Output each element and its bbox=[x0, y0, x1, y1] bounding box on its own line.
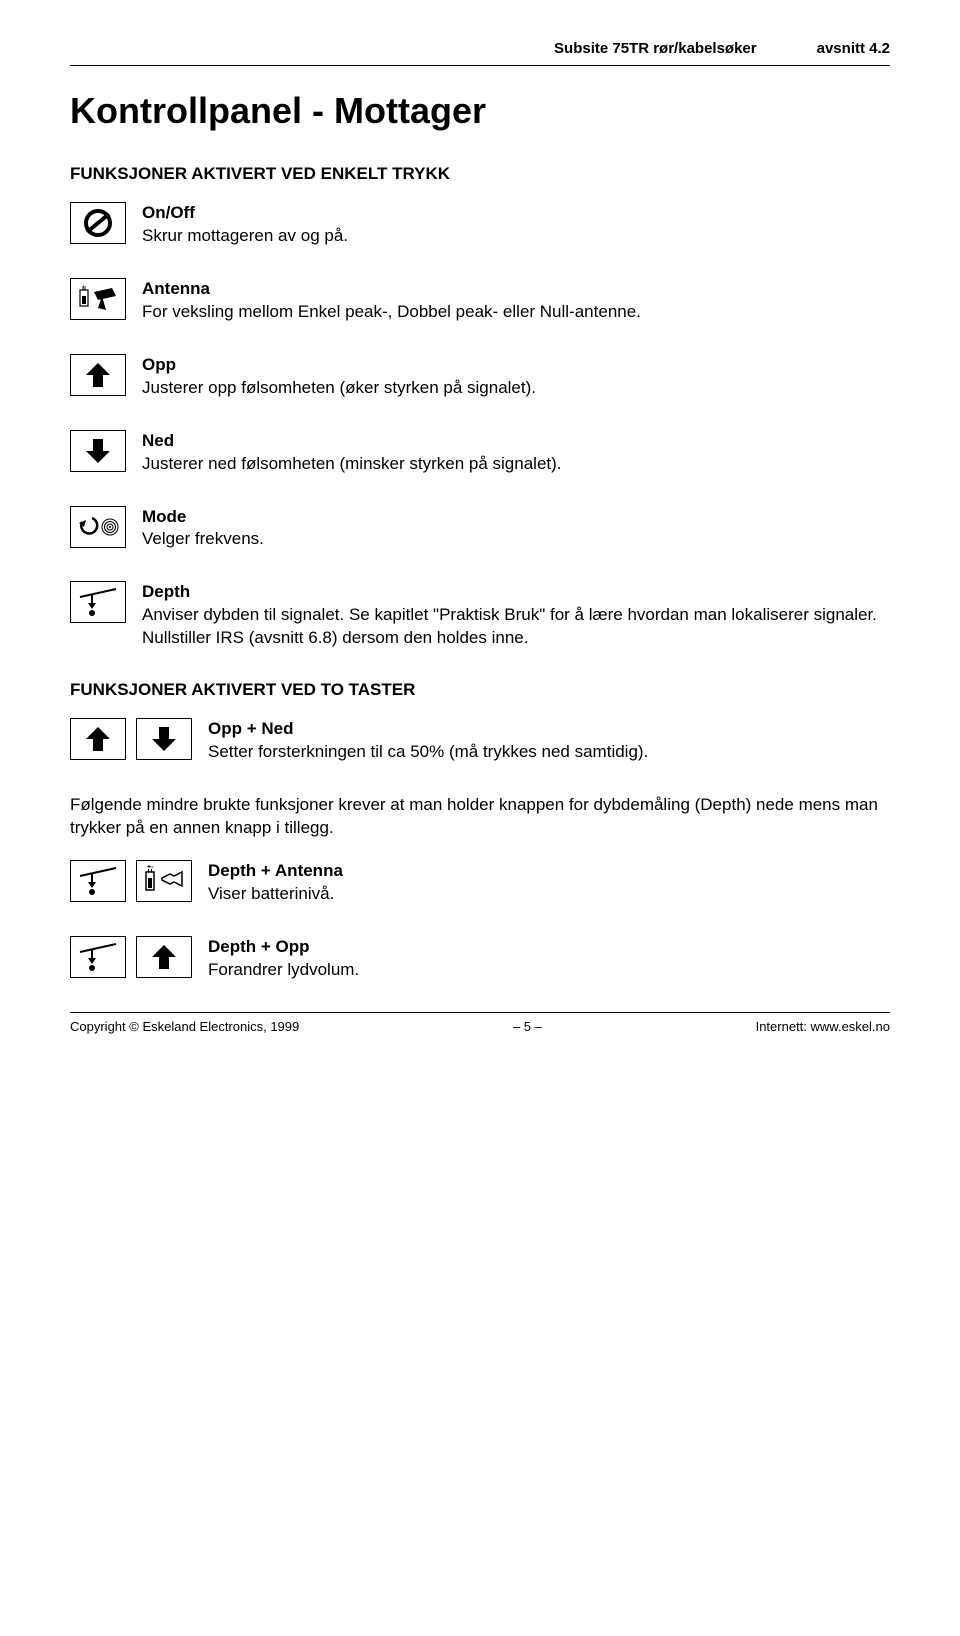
header-right: avsnitt 4.2 bbox=[817, 40, 890, 57]
depth-icon bbox=[70, 936, 126, 978]
label: Antenna bbox=[142, 278, 890, 301]
label: Opp + Ned bbox=[208, 718, 890, 741]
header-left: Subsite 75TR rør/kabelsøker bbox=[554, 40, 757, 57]
entry-depth-antenna: +- Depth + Antenna Viser batterinivå. bbox=[70, 860, 890, 906]
label: Depth + Opp bbox=[208, 936, 890, 959]
footer-center: – 5 – bbox=[513, 1019, 542, 1034]
entry-onoff: On/Off Skrur mottageren av og på. bbox=[70, 202, 890, 248]
label: Depth bbox=[142, 581, 890, 604]
section1-heading: FUNKSJONER AKTIVERT VED ENKELT TRYKK bbox=[70, 164, 890, 184]
header-rule bbox=[70, 65, 890, 66]
desc: Velger frekvens. bbox=[142, 529, 264, 548]
desc: Justerer opp følsomheten (øker styrken p… bbox=[142, 378, 536, 397]
label: Depth + Antenna bbox=[208, 860, 890, 883]
footer-right: Internett: www.eskel.no bbox=[756, 1019, 890, 1034]
entry-depth: Depth Anviser dybden til signalet. Se ka… bbox=[70, 581, 890, 650]
entry-ned: Ned Justerer ned følsomheten (minsker st… bbox=[70, 430, 890, 476]
page-header: Subsite 75TR rør/kabelsøker avsnitt 4.2 bbox=[70, 40, 890, 57]
label: On/Off bbox=[142, 202, 890, 225]
arrow-down-icon bbox=[70, 430, 126, 472]
arrow-up-icon bbox=[136, 936, 192, 978]
desc: For veksling mellom Enkel peak-, Dobbel … bbox=[142, 302, 641, 321]
desc: Justerer ned følsomheten (minsker styrke… bbox=[142, 454, 562, 473]
page-title: Kontrollpanel - Mottager bbox=[70, 90, 890, 132]
battery-antenna-icon: +- bbox=[136, 860, 192, 902]
depth-icon bbox=[70, 860, 126, 902]
power-icon bbox=[70, 202, 126, 244]
note: Følgende mindre brukte funksjoner krever… bbox=[70, 794, 890, 840]
section2-heading: FUNKSJONER AKTIVERT VED TO TASTER bbox=[70, 680, 890, 700]
entry-opp: Opp Justerer opp følsomheten (øker styrk… bbox=[70, 354, 890, 400]
desc: Setter forsterkningen til ca 50% (må try… bbox=[208, 742, 648, 761]
desc: Anviser dybden til signalet. Se kapitlet… bbox=[142, 605, 877, 647]
arrow-up-icon bbox=[70, 354, 126, 396]
label: Mode bbox=[142, 506, 890, 529]
entry-opp-ned: Opp + Ned Setter forsterkningen til ca 5… bbox=[70, 718, 890, 764]
label: Ned bbox=[142, 430, 890, 453]
desc: Skrur mottageren av og på. bbox=[142, 226, 348, 245]
entry-antenna: +- Antenna For veksling mellom Enkel pea… bbox=[70, 278, 890, 324]
desc: Viser batterinivå. bbox=[208, 884, 334, 903]
depth-icon bbox=[70, 581, 126, 623]
desc: Forandrer lydvolum. bbox=[208, 960, 359, 979]
page-footer: Copyright © Eskeland Electronics, 1999 –… bbox=[70, 1019, 890, 1034]
entry-depth-opp: Depth + Opp Forandrer lydvolum. bbox=[70, 936, 890, 982]
arrow-down-icon bbox=[136, 718, 192, 760]
arrow-up-icon bbox=[70, 718, 126, 760]
antenna-icon: +- bbox=[70, 278, 126, 320]
footer-left: Copyright © Eskeland Electronics, 1999 bbox=[70, 1019, 299, 1034]
label: Opp bbox=[142, 354, 890, 377]
entry-mode: Mode Velger frekvens. bbox=[70, 506, 890, 552]
footer-rule bbox=[70, 1012, 890, 1013]
mode-icon bbox=[70, 506, 126, 548]
svg-text:+-: +- bbox=[147, 864, 154, 871]
svg-text:+-: +- bbox=[82, 284, 87, 290]
